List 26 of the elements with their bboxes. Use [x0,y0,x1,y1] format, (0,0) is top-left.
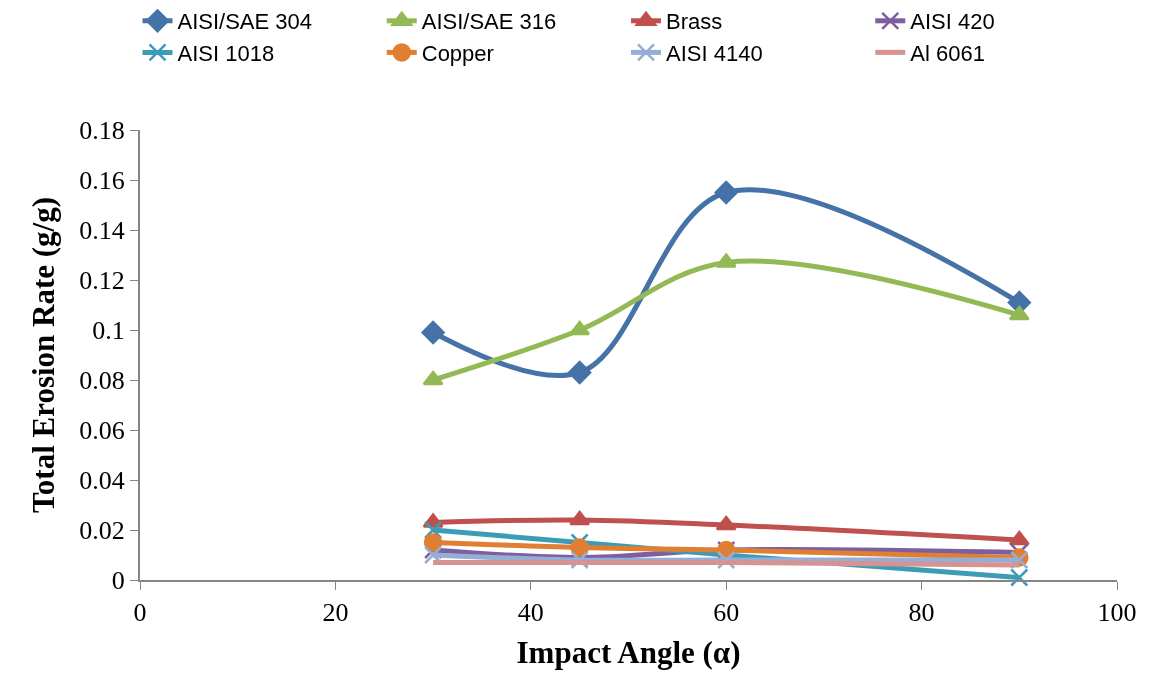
y-tick-label: 0.16 [79,166,125,196]
legend-label: AISI 420 [910,9,995,35]
legend-label: AISI 4140 [666,40,763,66]
y-tick-label: 0.14 [79,216,125,246]
y-tick-label: 0.02 [79,516,125,546]
legend-label: Al 6061 [910,40,985,66]
legend-label: Brass [666,9,723,35]
y-tick-label: 0.18 [79,116,125,146]
x-tick-label: 100 [1097,598,1137,628]
y-tick-label: 0.04 [79,466,125,496]
x-tick-label: 60 [713,598,740,628]
legend-label: AISI/SAE 316 [421,9,557,35]
x-tick-label: 0 [133,598,147,628]
legend-label: Copper [421,40,494,66]
x-tick-label: 40 [517,598,544,628]
y-tick-label: 0 [111,566,125,596]
y-axis-title: Total Erosion Rate (g/g) [26,196,62,514]
y-tick-label: 0.06 [79,416,125,446]
x-tick-label: 80 [908,598,935,628]
legend-label: AISI/SAE 304 [177,9,313,35]
y-tick-label: 0.08 [79,366,125,396]
legend-label: AISI 1018 [177,40,275,66]
y-tick-label: 0.1 [92,316,125,346]
x-axis-title: Impact Angle (α) [516,634,741,670]
y-tick-label: 0.12 [79,266,125,296]
x-tick-label: 20 [322,598,349,628]
